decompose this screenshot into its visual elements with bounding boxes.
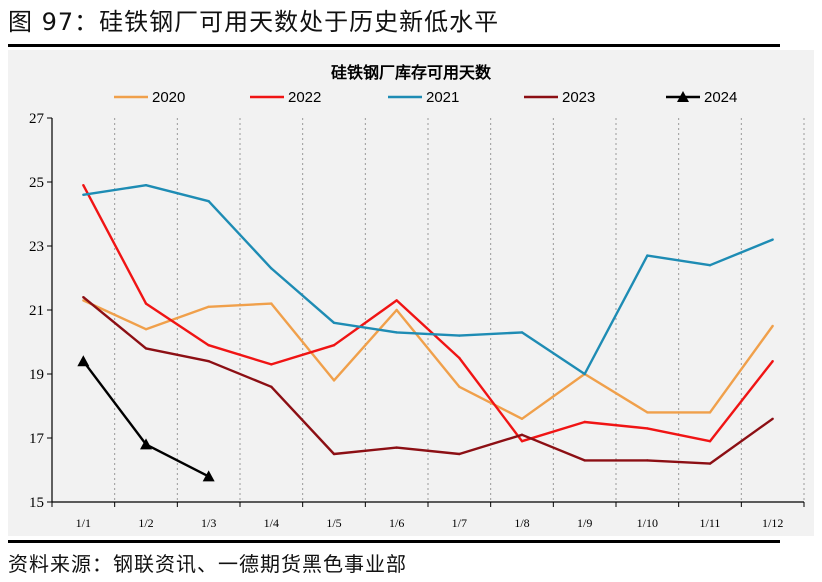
data-point-2023: [395, 446, 398, 449]
x-tick-label: 1/2: [138, 516, 153, 530]
legend-item-2024: 2024: [666, 89, 737, 106]
chart-legend: 2020 2022 2021 2023 2024: [114, 89, 737, 106]
chart-grid: [114, 118, 805, 502]
data-point-2023: [458, 452, 461, 456]
data-point-2022: [583, 420, 586, 424]
series-line-2024: [82, 360, 210, 478]
data-point-2023: [583, 459, 586, 462]
data-point-2023: [771, 417, 774, 420]
data-point-2022: [708, 440, 712, 443]
legend-item-2023: 2023: [524, 89, 595, 106]
data-point-2021: [458, 334, 461, 337]
y-tick-label: 19: [29, 367, 44, 383]
y-tick-label: 17: [29, 431, 45, 447]
top-rule: [8, 44, 780, 47]
data-point-2020: [207, 305, 210, 308]
x-tick-label: 1/5: [326, 516, 341, 530]
data-point-2022: [771, 360, 774, 363]
data-point-2022: [332, 344, 336, 347]
y-tick-label: 23: [29, 239, 44, 255]
series-line-2022: [82, 184, 774, 443]
data-point-2020: [332, 379, 336, 382]
data-point-2020: [520, 417, 524, 420]
x-tick-label: 1/4: [264, 516, 279, 530]
chart-series: [77, 183, 774, 482]
data-point-2021: [207, 200, 210, 203]
legend-item-2021: 2021: [388, 89, 459, 106]
data-point-2024: [140, 438, 152, 450]
data-point-2021: [82, 193, 85, 196]
y-tick-label: 21: [29, 303, 44, 319]
series-line-2020: [82, 299, 774, 420]
x-tick-label: 1/11: [700, 516, 721, 530]
data-point-2023: [708, 462, 712, 465]
data-point-2021: [332, 321, 336, 324]
x-tick-label: 1/10: [637, 516, 658, 530]
series-line-2021: [83, 183, 774, 376]
y-tick-label: 27: [29, 111, 45, 127]
source-note: 资料来源：钢联资讯、一德期货黑色事业部: [8, 552, 407, 576]
data-point-2022: [270, 363, 273, 366]
data-point-2022: [458, 356, 461, 360]
data-point-2021: [708, 264, 712, 267]
chart-title: 硅铁钢厂库存可用天数: [331, 63, 492, 82]
figure-title: 图 97：硅铁钢厂可用天数处于历史新低水平: [8, 8, 500, 36]
data-point-2020: [395, 308, 398, 312]
legend-label: 2020: [152, 89, 185, 106]
data-point-2023: [207, 360, 210, 363]
data-point-2023: [646, 459, 649, 462]
data-point-2023: [270, 385, 273, 388]
data-point-2024: [77, 355, 90, 367]
data-point-2020: [270, 302, 273, 305]
x-axis-ticks: 1/1 1/2 1/3 1/4 1/5 1/6 1/7 1/8 1/9 1/10 1/11 1/12: [51, 502, 805, 530]
legend-marker: [677, 91, 689, 102]
legend-item-2020: 2020: [114, 89, 185, 106]
data-point-2021: [583, 372, 586, 376]
data-point-2022: [82, 184, 85, 187]
data-point-2021: [144, 184, 148, 187]
x-tick-label: 1/8: [514, 516, 529, 530]
chart-frame: 硅铁钢厂库存可用天数 2020 2022 2021 2023 2024 27 25 23 21…: [8, 50, 814, 536]
data-point-2024: [202, 470, 215, 482]
data-point-2020: [771, 324, 774, 328]
data-point-2023: [520, 433, 524, 436]
data-point-2021: [395, 331, 398, 334]
data-point-2022: [207, 344, 210, 347]
y-tick-label: 25: [29, 175, 44, 191]
bottom-rule: [8, 540, 780, 543]
series-line-2023: [82, 296, 774, 465]
data-point-2022: [395, 299, 398, 302]
data-point-2021: [646, 254, 649, 257]
data-point-2023: [332, 452, 336, 456]
legend-label: 2021: [426, 89, 459, 106]
data-point-2020: [82, 299, 85, 302]
legend-label: 2022: [288, 89, 321, 106]
data-point-2023: [144, 347, 148, 350]
data-point-2021: [520, 331, 524, 334]
data-point-2022: [144, 302, 148, 305]
data-point-2022: [520, 440, 524, 443]
y-tick-label: 15: [29, 495, 44, 511]
x-tick-label: 1/7: [452, 516, 467, 530]
data-point-2021: [270, 267, 273, 270]
data-point-2023: [82, 296, 85, 299]
line-chart: 硅铁钢厂库存可用天数 2020 2022 2021 2023 2024 27 25 23 21…: [29, 63, 805, 530]
x-tick-label: 1/12: [762, 516, 783, 530]
data-point-2020: [646, 411, 649, 414]
legend-label: 2023: [562, 89, 595, 106]
data-point-2020: [708, 411, 712, 414]
data-point-2021: [771, 238, 774, 241]
y-axis-ticks: 27 25 23 21 19 17 15: [29, 111, 52, 511]
legend-label: 2024: [704, 89, 737, 106]
x-tick-label: 1/9: [577, 516, 592, 530]
legend-item-2022: 2022: [250, 89, 321, 106]
x-tick-label: 1/1: [76, 516, 91, 530]
x-tick-label: 1/3: [201, 516, 216, 530]
x-tick-label: 1/6: [389, 516, 404, 530]
data-point-2022: [646, 427, 649, 430]
data-point-2020: [144, 328, 148, 331]
data-point-2020: [458, 385, 461, 388]
